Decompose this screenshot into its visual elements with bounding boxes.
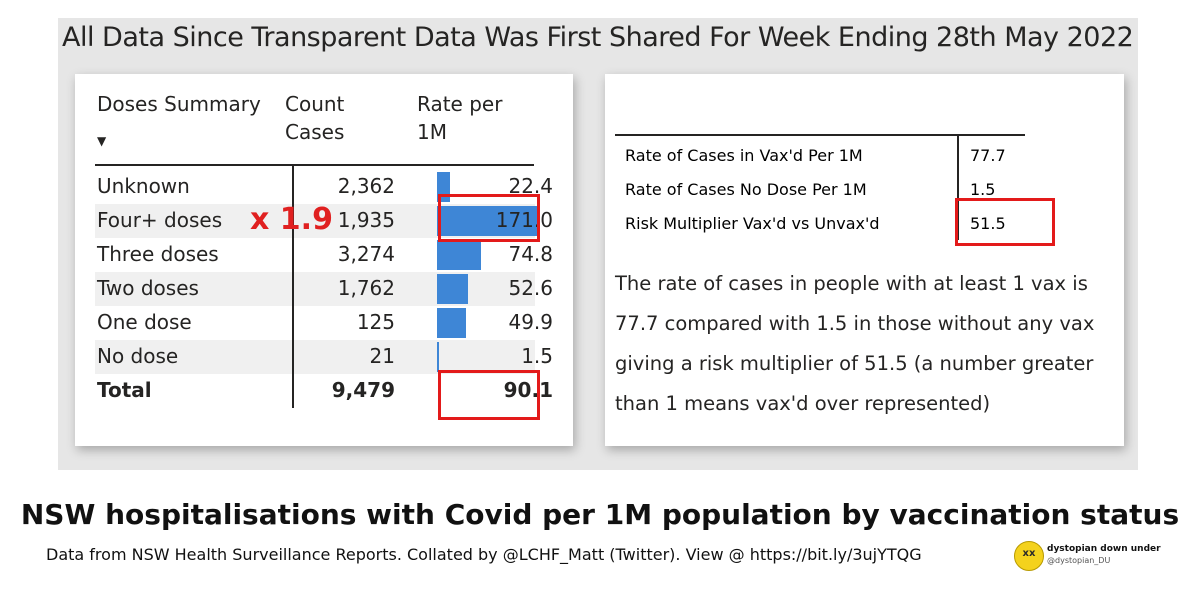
multiplier-annotation: x 1.9 <box>250 202 333 237</box>
doses-summary-card: Doses Summary ▼ Count Cases Rate per 1M Un… <box>75 74 573 446</box>
dystopian-logo-icon: xx <box>1014 541 1044 571</box>
header-doses-summary[interactable]: Doses Summary <box>97 92 261 116</box>
row-rate: 1.5 <box>521 344 553 368</box>
table-row[interactable]: Three doses 3,274 74.8 <box>95 238 553 272</box>
row-label: One dose <box>97 310 192 334</box>
row-count: 3,274 <box>337 242 395 266</box>
row-label: No dose <box>97 344 179 368</box>
sort-desc-icon[interactable]: ▼ <box>97 134 107 148</box>
caption: NSW hospitalisations with Covid per 1M p… <box>20 498 1180 531</box>
risk-multiplier-card: Rate of Cases in Vax'd Per 1M 77.7 Rate … <box>605 74 1124 446</box>
table-row[interactable]: No dose 21 1.5 <box>95 340 553 374</box>
header-rate-per-1m[interactable]: Rate per 1M <box>417 92 503 144</box>
page-title: All Data Since Transparent Data Was Firs… <box>62 22 1134 53</box>
row-label: Risk Multiplier Vax'd vs Unvax'd <box>625 214 880 233</box>
column-divider <box>292 166 294 408</box>
rate-bar <box>437 206 537 236</box>
row-label: Rate of Cases No Dose Per 1M <box>625 180 867 199</box>
row-count: 2,362 <box>337 174 395 198</box>
table-row[interactable]: Four+ doses 1,935 171.0 <box>95 204 553 238</box>
rate-bar <box>437 240 481 270</box>
row-value: 77.7 <box>970 146 1006 165</box>
row-rate: 52.6 <box>508 276 553 300</box>
total-label: Total <box>97 378 152 402</box>
row-value: 51.5 <box>970 214 1006 233</box>
header-divider <box>95 164 534 166</box>
logo-name: dystopian down under <box>1047 544 1161 554</box>
header-count-cases[interactable]: Count Cases <box>285 92 345 144</box>
table-row[interactable]: Rate of Cases in Vax'd Per 1M 77.7 <box>615 138 1025 172</box>
table-row[interactable]: Two doses 1,762 52.6 <box>95 272 553 306</box>
risk-multiplier-highlight <box>955 198 1055 246</box>
row-label: Three doses <box>97 242 219 266</box>
row-label: Four+ doses <box>97 208 223 232</box>
logo-handle: @dystopian_DU <box>1047 556 1111 565</box>
row-label: Unknown <box>97 174 190 198</box>
row-rate: 49.9 <box>508 310 553 334</box>
row-count: 1,762 <box>337 276 395 300</box>
total-rate: 90.1 <box>503 378 553 402</box>
row-label: Two doses <box>97 276 199 300</box>
table-row[interactable]: Rate of Cases No Dose Per 1M 1.5 <box>615 172 1025 206</box>
row-label: Rate of Cases in Vax'd Per 1M <box>625 146 863 165</box>
row-count: 125 <box>356 310 395 334</box>
row-rate: 74.8 <box>508 242 553 266</box>
table-row[interactable]: Risk Multiplier Vax'd vs Unvax'd 51.5 <box>615 206 1025 240</box>
total-row[interactable]: Total 9,479 90.1 <box>95 374 553 408</box>
source-footer: Data from NSW Health Surveillance Report… <box>46 545 922 564</box>
table-top-line <box>615 134 1025 136</box>
rate-bar <box>437 342 439 372</box>
four-dose-rate-highlight <box>438 194 540 242</box>
row-value: 1.5 <box>970 180 996 199</box>
row-rate: 171.0 <box>495 208 553 232</box>
row-count: 21 <box>369 344 395 368</box>
row-count: 1,935 <box>337 208 395 232</box>
total-rate-highlight <box>438 370 540 420</box>
rate-bar <box>437 308 466 338</box>
explanation-paragraph: The rate of cases in people with at leas… <box>615 272 1095 415</box>
rate-bar <box>437 274 468 304</box>
table-row[interactable]: One dose 125 49.9 <box>95 306 553 340</box>
total-count: 9,479 <box>331 378 395 402</box>
column-divider <box>957 136 959 240</box>
